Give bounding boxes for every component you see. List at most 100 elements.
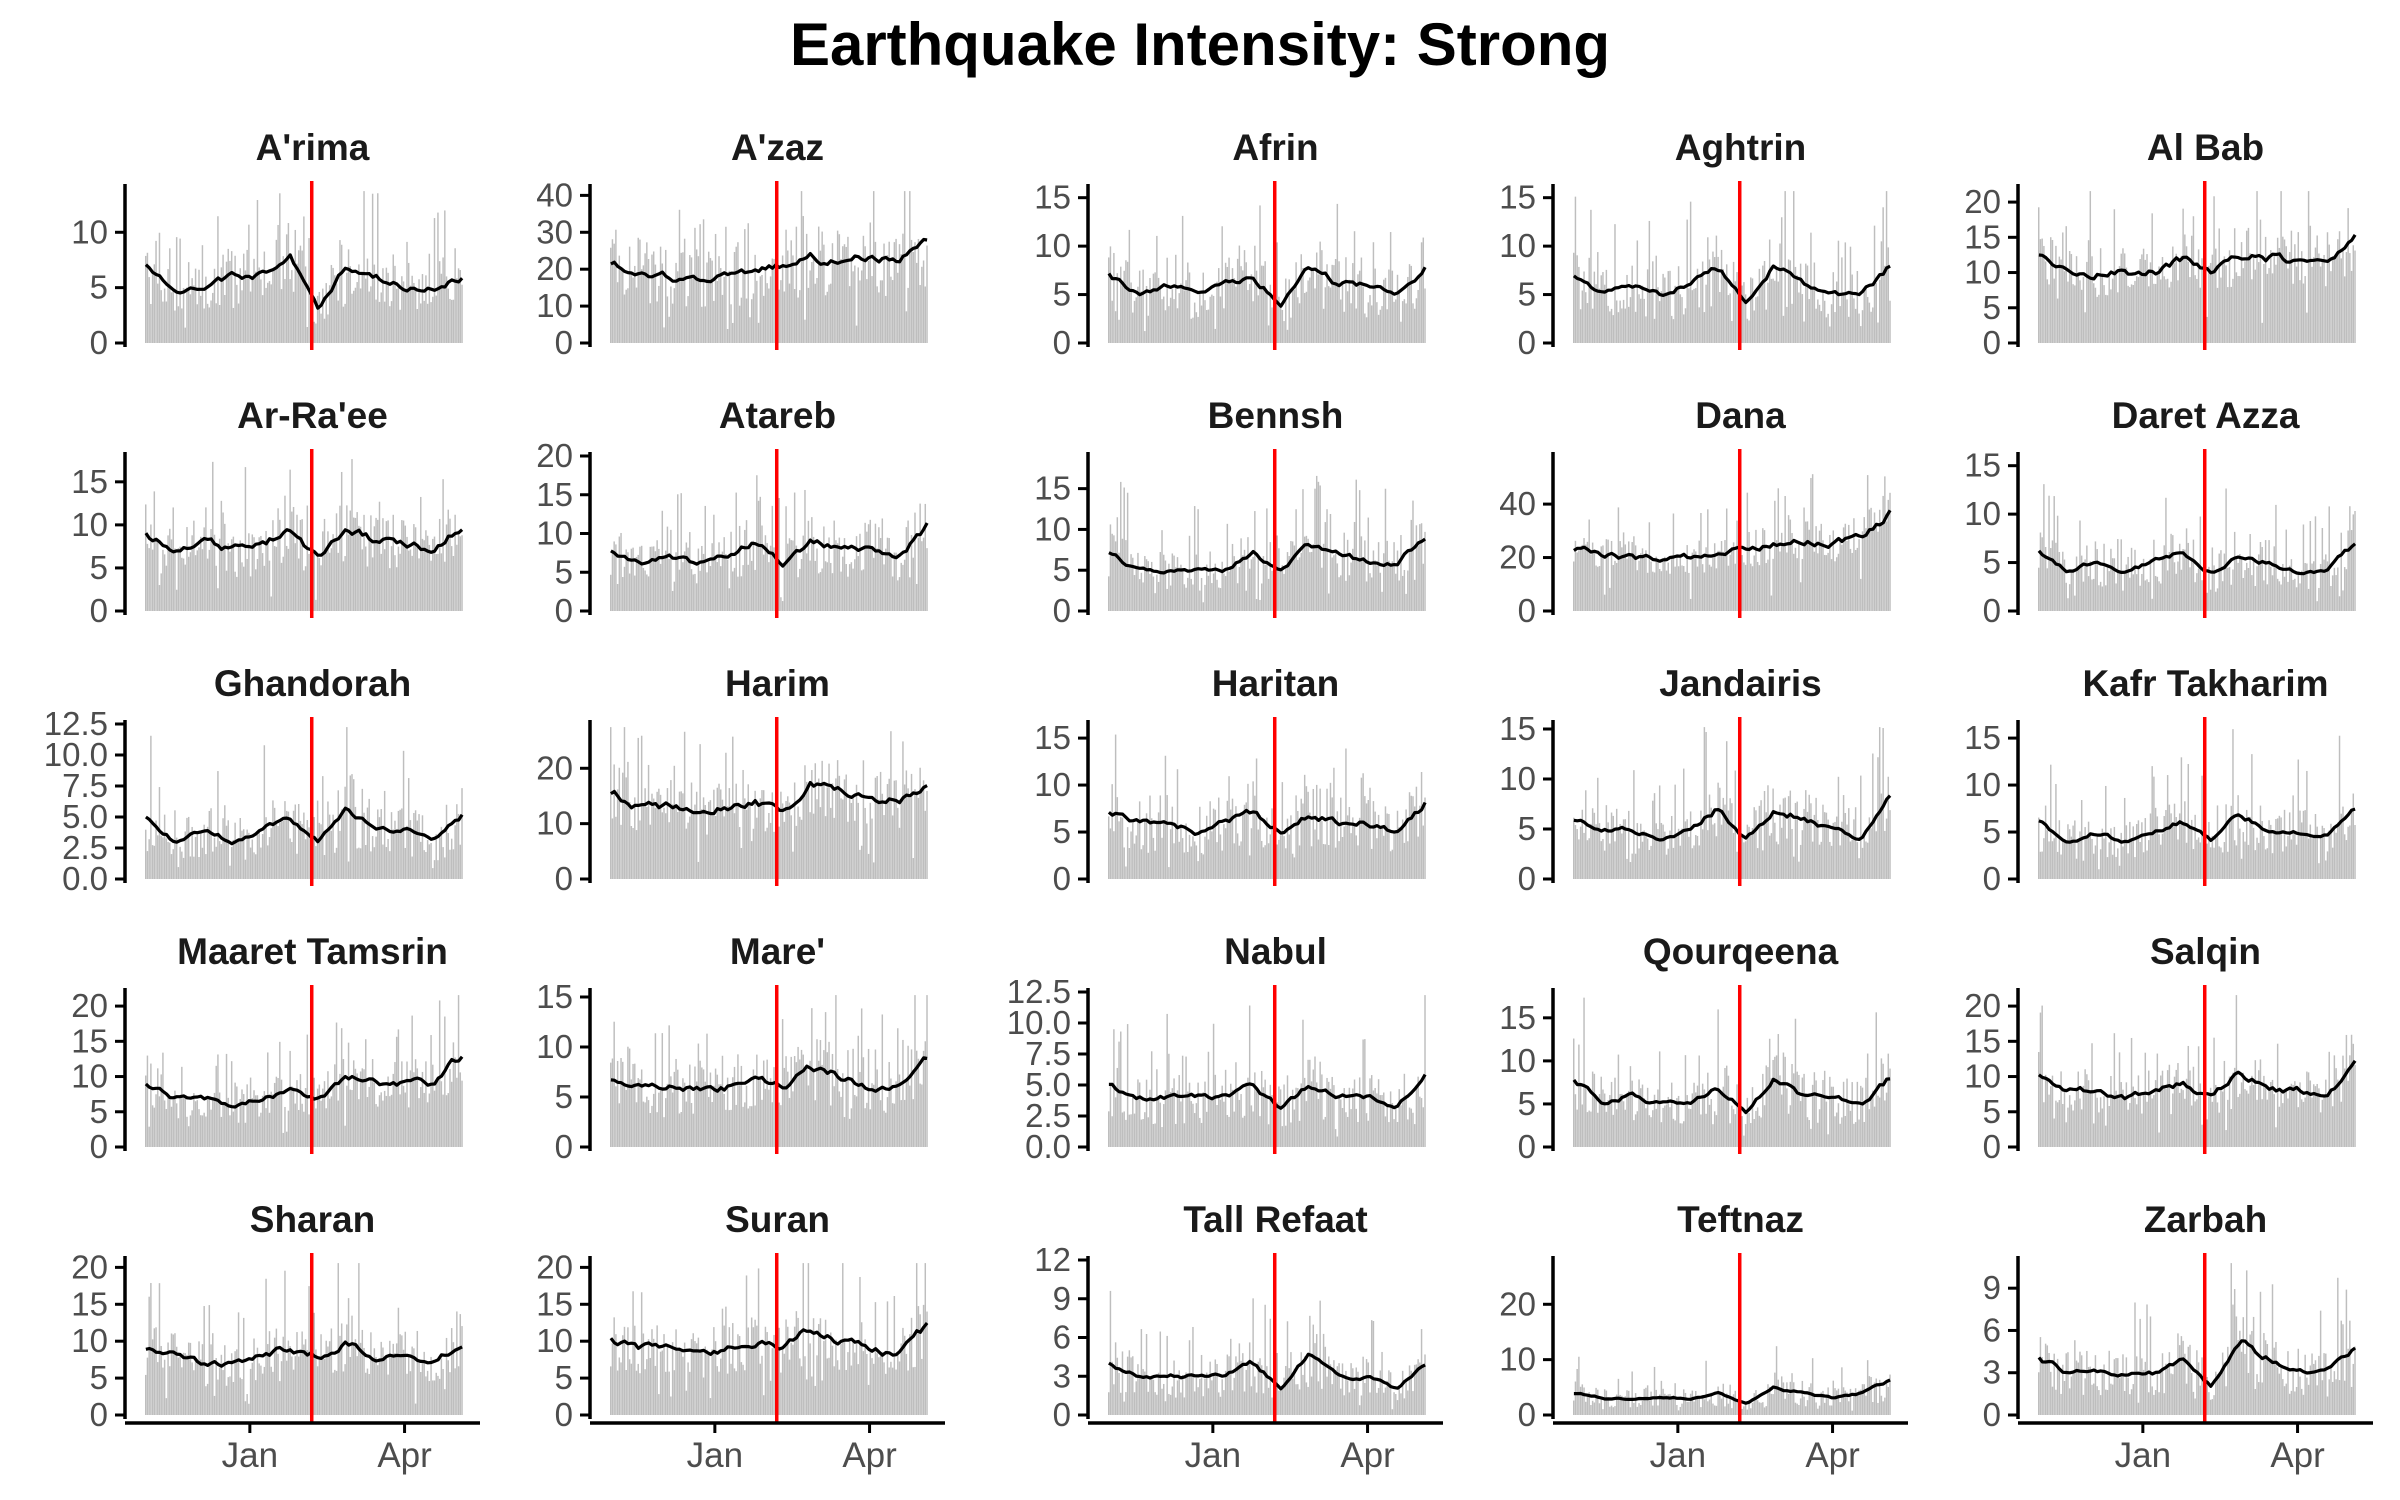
daily-bar: [1150, 289, 1153, 343]
daily-bar: [2185, 842, 2188, 879]
daily-bar: [2254, 269, 2257, 343]
daily-bar: [659, 246, 662, 343]
daily-bar: [356, 1356, 358, 1415]
daily-bar: [430, 1035, 432, 1147]
daily-bar: [1293, 545, 1296, 611]
daily-bar: [237, 1312, 240, 1415]
daily-bar: [389, 568, 391, 611]
daily-bar: [316, 1366, 319, 1415]
daily-bar: [1652, 800, 1654, 879]
daily-bar: [687, 1362, 689, 1415]
daily-bar: [725, 553, 727, 611]
daily-bar: [857, 802, 859, 879]
y-tick-label: 10: [1499, 227, 1536, 264]
daily-bar: [1823, 812, 1826, 879]
daily-bar: [1686, 819, 1688, 879]
daily-bar: [1586, 840, 1589, 879]
daily-bar: [2345, 569, 2348, 611]
daily-bar: [1169, 1394, 1172, 1415]
daily-bar: [444, 1016, 446, 1147]
daily-bar: [1334, 1129, 1337, 1147]
daily-bar: [2223, 553, 2226, 611]
daily-bar: [1212, 808, 1215, 879]
daily-bar: [903, 784, 906, 879]
daily-bar: [2046, 1345, 2049, 1415]
daily-bar: [610, 247, 612, 343]
daily-bar: [2184, 1098, 2186, 1147]
daily-bar: [2342, 250, 2344, 343]
daily-bar: [2192, 539, 2195, 611]
daily-bar: [2199, 1083, 2202, 1147]
daily-bar: [186, 817, 188, 879]
daily-bar: [1684, 1055, 1687, 1147]
daily-bar: [768, 813, 770, 879]
daily-bar: [337, 790, 339, 879]
daily-bar: [1696, 835, 1699, 879]
daily-bar: [425, 1061, 427, 1147]
daily-bar: [248, 1403, 250, 1415]
daily-bar: [2323, 255, 2325, 343]
daily-bar: [886, 1097, 889, 1147]
daily-bar: [1774, 500, 1776, 611]
y-tick-label: 5: [555, 1078, 573, 1115]
daily-bar: [771, 258, 774, 343]
daily-bar: [1827, 819, 1829, 879]
daily-bar: [2235, 558, 2238, 611]
daily-bar: [2309, 225, 2312, 343]
daily-bar: [1626, 558, 1628, 611]
daily-bar: [824, 295, 827, 343]
daily-bar: [1228, 257, 1230, 343]
daily-bar: [852, 796, 854, 879]
daily-bar: [1190, 318, 1192, 343]
daily-bar: [2354, 250, 2356, 343]
daily-bar: [1412, 796, 1414, 879]
daily-bar: [2041, 851, 2043, 879]
daily-bar: [1352, 548, 1354, 611]
daily-bar: [459, 1314, 462, 1415]
daily-bar: [1341, 836, 1344, 879]
daily-bar: [625, 549, 627, 611]
daily-bar: [2137, 277, 2140, 343]
daily-bar: [2142, 852, 2145, 879]
y-tick-label: 3: [1983, 1354, 2001, 1391]
daily-bar: [1736, 272, 1738, 343]
daily-bar: [253, 1338, 255, 1415]
daily-bar: [306, 327, 309, 343]
daily-bar: [1667, 271, 1669, 343]
daily-bar: [359, 288, 362, 343]
daily-bar: [413, 1072, 415, 1147]
daily-bar: [1398, 827, 1400, 879]
daily-bar: [781, 255, 784, 343]
daily-bar: [365, 1372, 367, 1415]
daily-bar: [1188, 1340, 1191, 1415]
daily-bar: [2142, 558, 2145, 611]
daily-bar: [915, 583, 918, 611]
daily-bar: [1264, 1079, 1266, 1147]
daily-bar: [2347, 826, 2349, 879]
daily-bar: [1684, 1392, 1687, 1415]
daily-bar: [733, 813, 736, 879]
daily-bar: [242, 1094, 245, 1147]
daily-bar: [1645, 550, 1647, 611]
daily-bar: [246, 249, 248, 343]
daily-bar: [1238, 245, 1241, 343]
daily-bar: [1260, 1070, 1263, 1147]
daily-bar: [1329, 1088, 1332, 1147]
daily-bar: [718, 256, 720, 343]
daily-bar: [2349, 1320, 2351, 1415]
daily-bar: [1846, 1078, 1848, 1147]
daily-bar: [2307, 1072, 2310, 1147]
daily-bar: [1846, 824, 1848, 879]
daily-bar: [148, 1126, 150, 1147]
daily-bar: [1696, 1397, 1699, 1415]
daily-bar: [1698, 1396, 1700, 1415]
daily-bar: [428, 1381, 431, 1415]
daily-bar: [687, 822, 689, 879]
daily-bar: [1413, 1124, 1416, 1147]
daily-bar: [1848, 524, 1850, 611]
daily-bar: [382, 844, 384, 879]
daily-bar: [1810, 1128, 1812, 1147]
daily-bar: [1865, 1395, 1867, 1415]
daily-bar: [2051, 1386, 2054, 1415]
